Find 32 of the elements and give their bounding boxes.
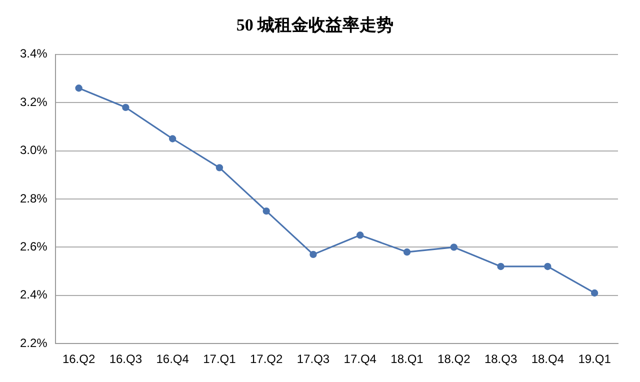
x-tick-label: 18.Q2: [438, 352, 471, 366]
point: [497, 262, 504, 270]
y-tick-label: 3.0%: [20, 143, 48, 158]
y-tick-label: 2.6%: [20, 240, 48, 254]
y-tick-label: 2.4%: [20, 288, 48, 302]
x-tick-label: 17.Q3: [296, 352, 330, 366]
y-tick-label: 2.8%: [20, 191, 48, 206]
x-tick-label: 18.Q4: [531, 352, 564, 366]
x-tick-label: 16.Q2: [62, 352, 96, 366]
x-tick-label: 16.Q4: [156, 352, 190, 366]
point: [262, 207, 270, 215]
point: [75, 84, 82, 92]
point: [310, 250, 317, 258]
x-tick-label: 18.Q1: [390, 352, 424, 366]
chart-title: 50 城租金收益率走势: [236, 16, 394, 35]
point: [450, 244, 458, 251]
point: [216, 164, 224, 172]
x-tick-label: 17.Q4: [344, 352, 377, 366]
y-tick-label: 2.2%: [20, 336, 48, 350]
x-tick-label: 19.Q1: [578, 352, 612, 366]
y-tick-label: 3.2%: [20, 94, 48, 109]
point: [122, 104, 130, 112]
x-tick-label: 18.Q3: [484, 352, 518, 366]
point: [403, 248, 411, 256]
x-tick-label: 16.Q3: [109, 352, 142, 366]
x-tick-label: 17.Q2: [250, 352, 284, 366]
point: [356, 232, 364, 239]
point: [168, 135, 176, 142]
y-tick-label: 3.4%: [20, 46, 48, 61]
x-tick-label: 17.Q1: [203, 352, 236, 366]
point: [544, 262, 552, 270]
point: [590, 289, 598, 297]
